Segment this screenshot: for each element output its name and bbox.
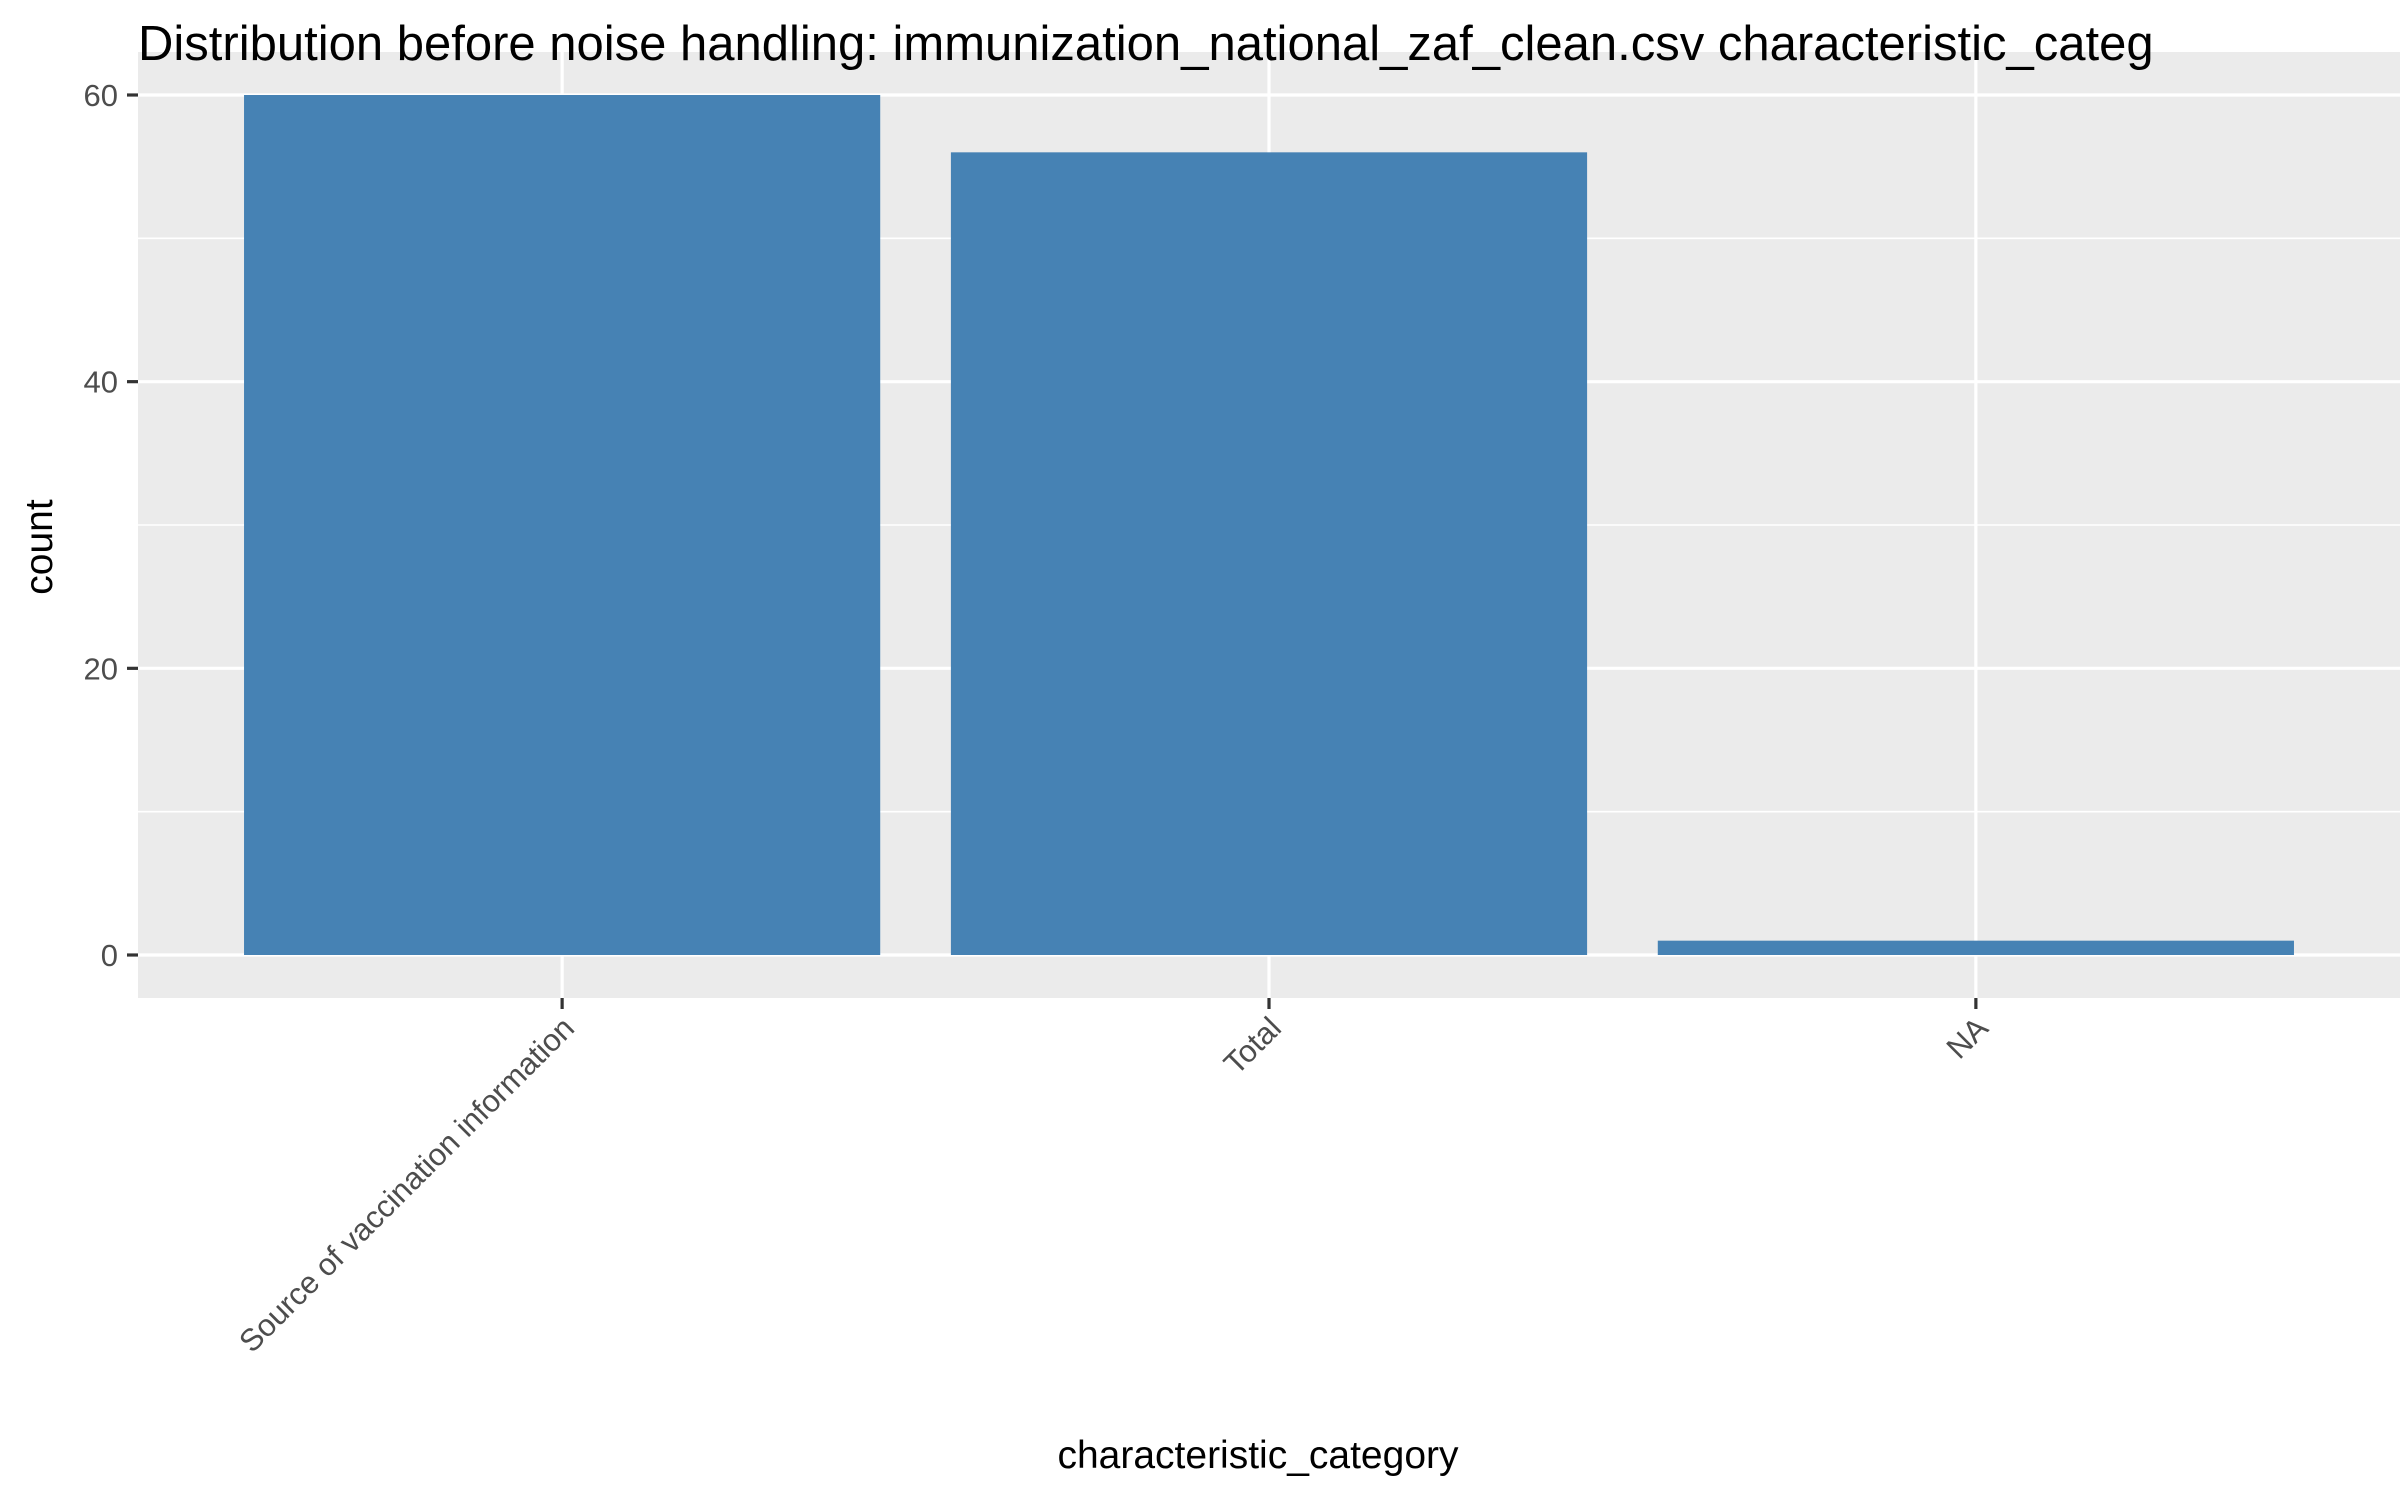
- bar: [1657, 940, 2294, 955]
- chart-title: Distribution before noise handling: immu…: [138, 17, 2154, 71]
- x-tick-label: Source of vaccination information: [232, 1010, 581, 1359]
- x-axis-title: characteristic_category: [1057, 1434, 1459, 1477]
- y-tick-label: 60: [84, 78, 118, 113]
- bar: [950, 152, 1588, 956]
- y-axis-title: count: [18, 499, 61, 595]
- y-tick-label: 20: [84, 651, 118, 686]
- y-axis: 0 20 40 60: [84, 78, 138, 973]
- bar: [244, 95, 881, 955]
- x-tick-label: Total: [1217, 1010, 1288, 1081]
- y-tick-label: 0: [101, 938, 118, 973]
- x-tick-label: NA: [1940, 1010, 1995, 1065]
- y-tick-label: 40: [84, 365, 118, 400]
- bars: [244, 95, 2294, 956]
- x-axis: Source of vaccination information Total NA: [232, 998, 1995, 1359]
